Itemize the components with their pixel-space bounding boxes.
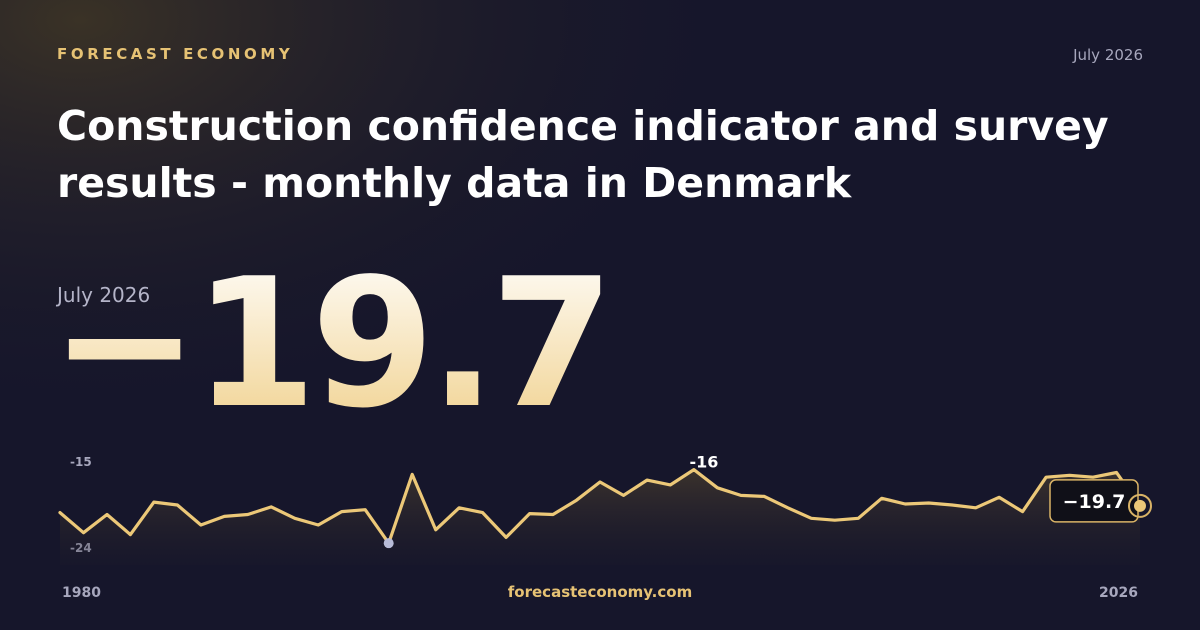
latest-value: −19.7 (50, 240, 608, 447)
chart-title: Construction confidence indicator and su… (57, 102, 1109, 207)
area (60, 469, 1140, 565)
brand: FORECAST ECONOMY (57, 45, 293, 63)
latest-marker (1134, 499, 1146, 512)
footer: forecasteconomy.com (508, 583, 692, 601)
x-tick-label: 1980 (62, 585, 101, 601)
date: July 2026 (1072, 46, 1143, 64)
min-marker (383, 538, 394, 549)
latest-label: −19.7 (1063, 491, 1126, 513)
max-annotation: -16 (689, 453, 718, 472)
latest-date: July 2026 (55, 283, 150, 307)
y-tick-label: -15 (70, 455, 92, 469)
x-tick-label: 2026 (1099, 585, 1138, 601)
latest-ring (1128, 493, 1152, 518)
line (58, 468, 1142, 545)
